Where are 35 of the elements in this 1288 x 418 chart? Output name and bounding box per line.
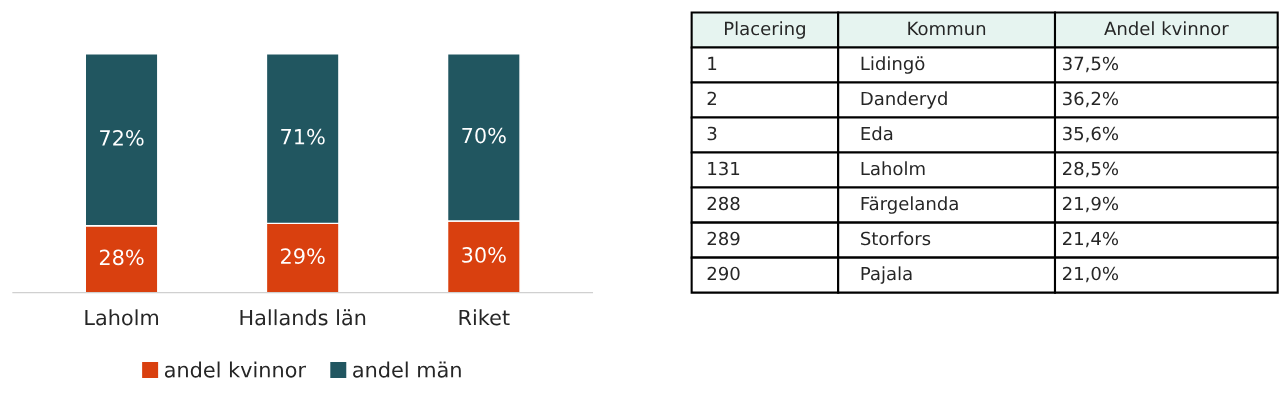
data-label: 29% [281, 248, 325, 265]
text: 3 [707, 126, 717, 141]
text: 37,5% [1063, 56, 1119, 73]
x-tick-label: Laholm [85, 309, 158, 326]
category-label: Placering [725, 21, 805, 39]
data-label: 72% [100, 130, 144, 146]
text: 21,9% [1063, 196, 1119, 213]
text: 289 [707, 231, 740, 246]
data-label: 30% [462, 247, 506, 263]
x-tick-label: Riket [459, 309, 510, 326]
x-tick-label: Hallands län [240, 309, 366, 326]
legend-label: andel män [353, 361, 461, 378]
data-label: 71% [281, 128, 325, 145]
text: 21,0% [1063, 266, 1119, 283]
category-label: Andel kvinnor [1104, 21, 1229, 36]
text: 35,6% [1063, 126, 1119, 143]
category-label: Kommun [908, 21, 986, 36]
data-label: 28% [99, 249, 144, 266]
text: 2 [707, 91, 716, 106]
text: Lidingö [861, 56, 925, 74]
legend-label: andel kvinnor [164, 361, 306, 378]
text: 21,4% [1063, 231, 1119, 248]
text: Laholm [861, 161, 925, 176]
text: 28,5% [1063, 161, 1119, 178]
text: 288 [707, 196, 740, 211]
text: 290 [707, 266, 740, 281]
text: Storfors [861, 231, 931, 246]
text: Pajala [861, 266, 912, 284]
data-label: 70% [462, 127, 506, 144]
text: Eda [861, 126, 893, 141]
text: Danderyd [861, 91, 947, 109]
text: 1 [708, 56, 717, 71]
text: 131 [708, 161, 740, 176]
text: 36,2% [1063, 91, 1119, 108]
text: Färgelanda [861, 196, 958, 214]
